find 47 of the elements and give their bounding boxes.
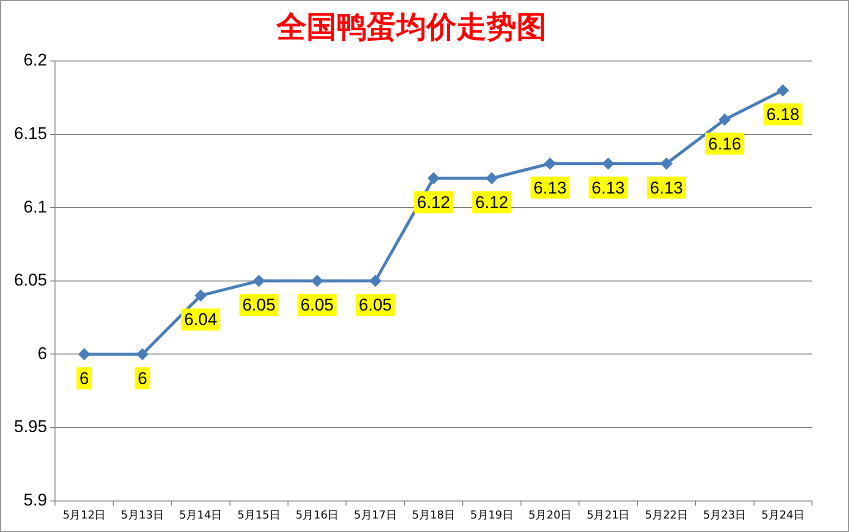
- data-label: 6.13: [592, 178, 625, 198]
- data-label: 6.12: [475, 192, 508, 212]
- point: [660, 158, 672, 170]
- x-tick-label: 5月12日: [62, 508, 106, 522]
- x-tick-label: 5月21日: [586, 508, 630, 522]
- point: [602, 158, 614, 170]
- data-label: 6.05: [300, 296, 334, 315]
- point: [428, 172, 440, 184]
- point: [136, 348, 148, 360]
- y-tick-label: 6: [38, 344, 48, 363]
- data-label: 6.05: [242, 296, 276, 315]
- point: [486, 172, 498, 184]
- x-tick-label: 5月14日: [179, 508, 222, 522]
- data-label: 6.04: [184, 310, 218, 330]
- point: [78, 348, 90, 360]
- chart-title: 全国鸭蛋均价走势图: [276, 10, 546, 45]
- point: [370, 275, 381, 286]
- point: [719, 114, 730, 126]
- x-tick-label: 5月19日: [470, 508, 514, 522]
- data-label: 6: [138, 368, 148, 388]
- x-tick-label: 5月24日: [761, 508, 804, 522]
- data-label: 6: [79, 368, 89, 388]
- data-label: 6.16: [708, 134, 742, 154]
- point: [777, 84, 788, 96]
- data-label: 6.13: [650, 178, 683, 198]
- data-label: 6.18: [766, 105, 800, 124]
- y-tick-label: 6.2: [23, 50, 48, 70]
- x-tick-label: 5月15日: [237, 508, 280, 522]
- x-tick-label: 5月18日: [412, 508, 456, 522]
- data-label: 6.12: [416, 192, 450, 212]
- point: [253, 275, 264, 286]
- x-tick-label: 5月22日: [644, 508, 688, 522]
- x-tick-label: 5月20日: [528, 508, 572, 522]
- x-tick-label: 5月17日: [354, 508, 397, 522]
- point: [195, 290, 206, 302]
- y-tick-label: 6.05: [14, 270, 48, 290]
- y-tick-label: 5.9: [23, 490, 48, 510]
- y-tick-label: 6.1: [23, 197, 48, 216]
- x-tick-label: 5月23日: [703, 508, 746, 522]
- data-label: 6.05: [358, 296, 392, 315]
- x-tick-label: 5月16日: [296, 508, 339, 522]
- data-label: 6.13: [533, 178, 567, 198]
- point: [312, 275, 323, 286]
- y-tick-label: 6.15: [14, 124, 48, 143]
- y-tick-label: 5.95: [14, 417, 48, 436]
- point: [544, 158, 556, 170]
- x-tick-label: 5月13日: [120, 508, 164, 522]
